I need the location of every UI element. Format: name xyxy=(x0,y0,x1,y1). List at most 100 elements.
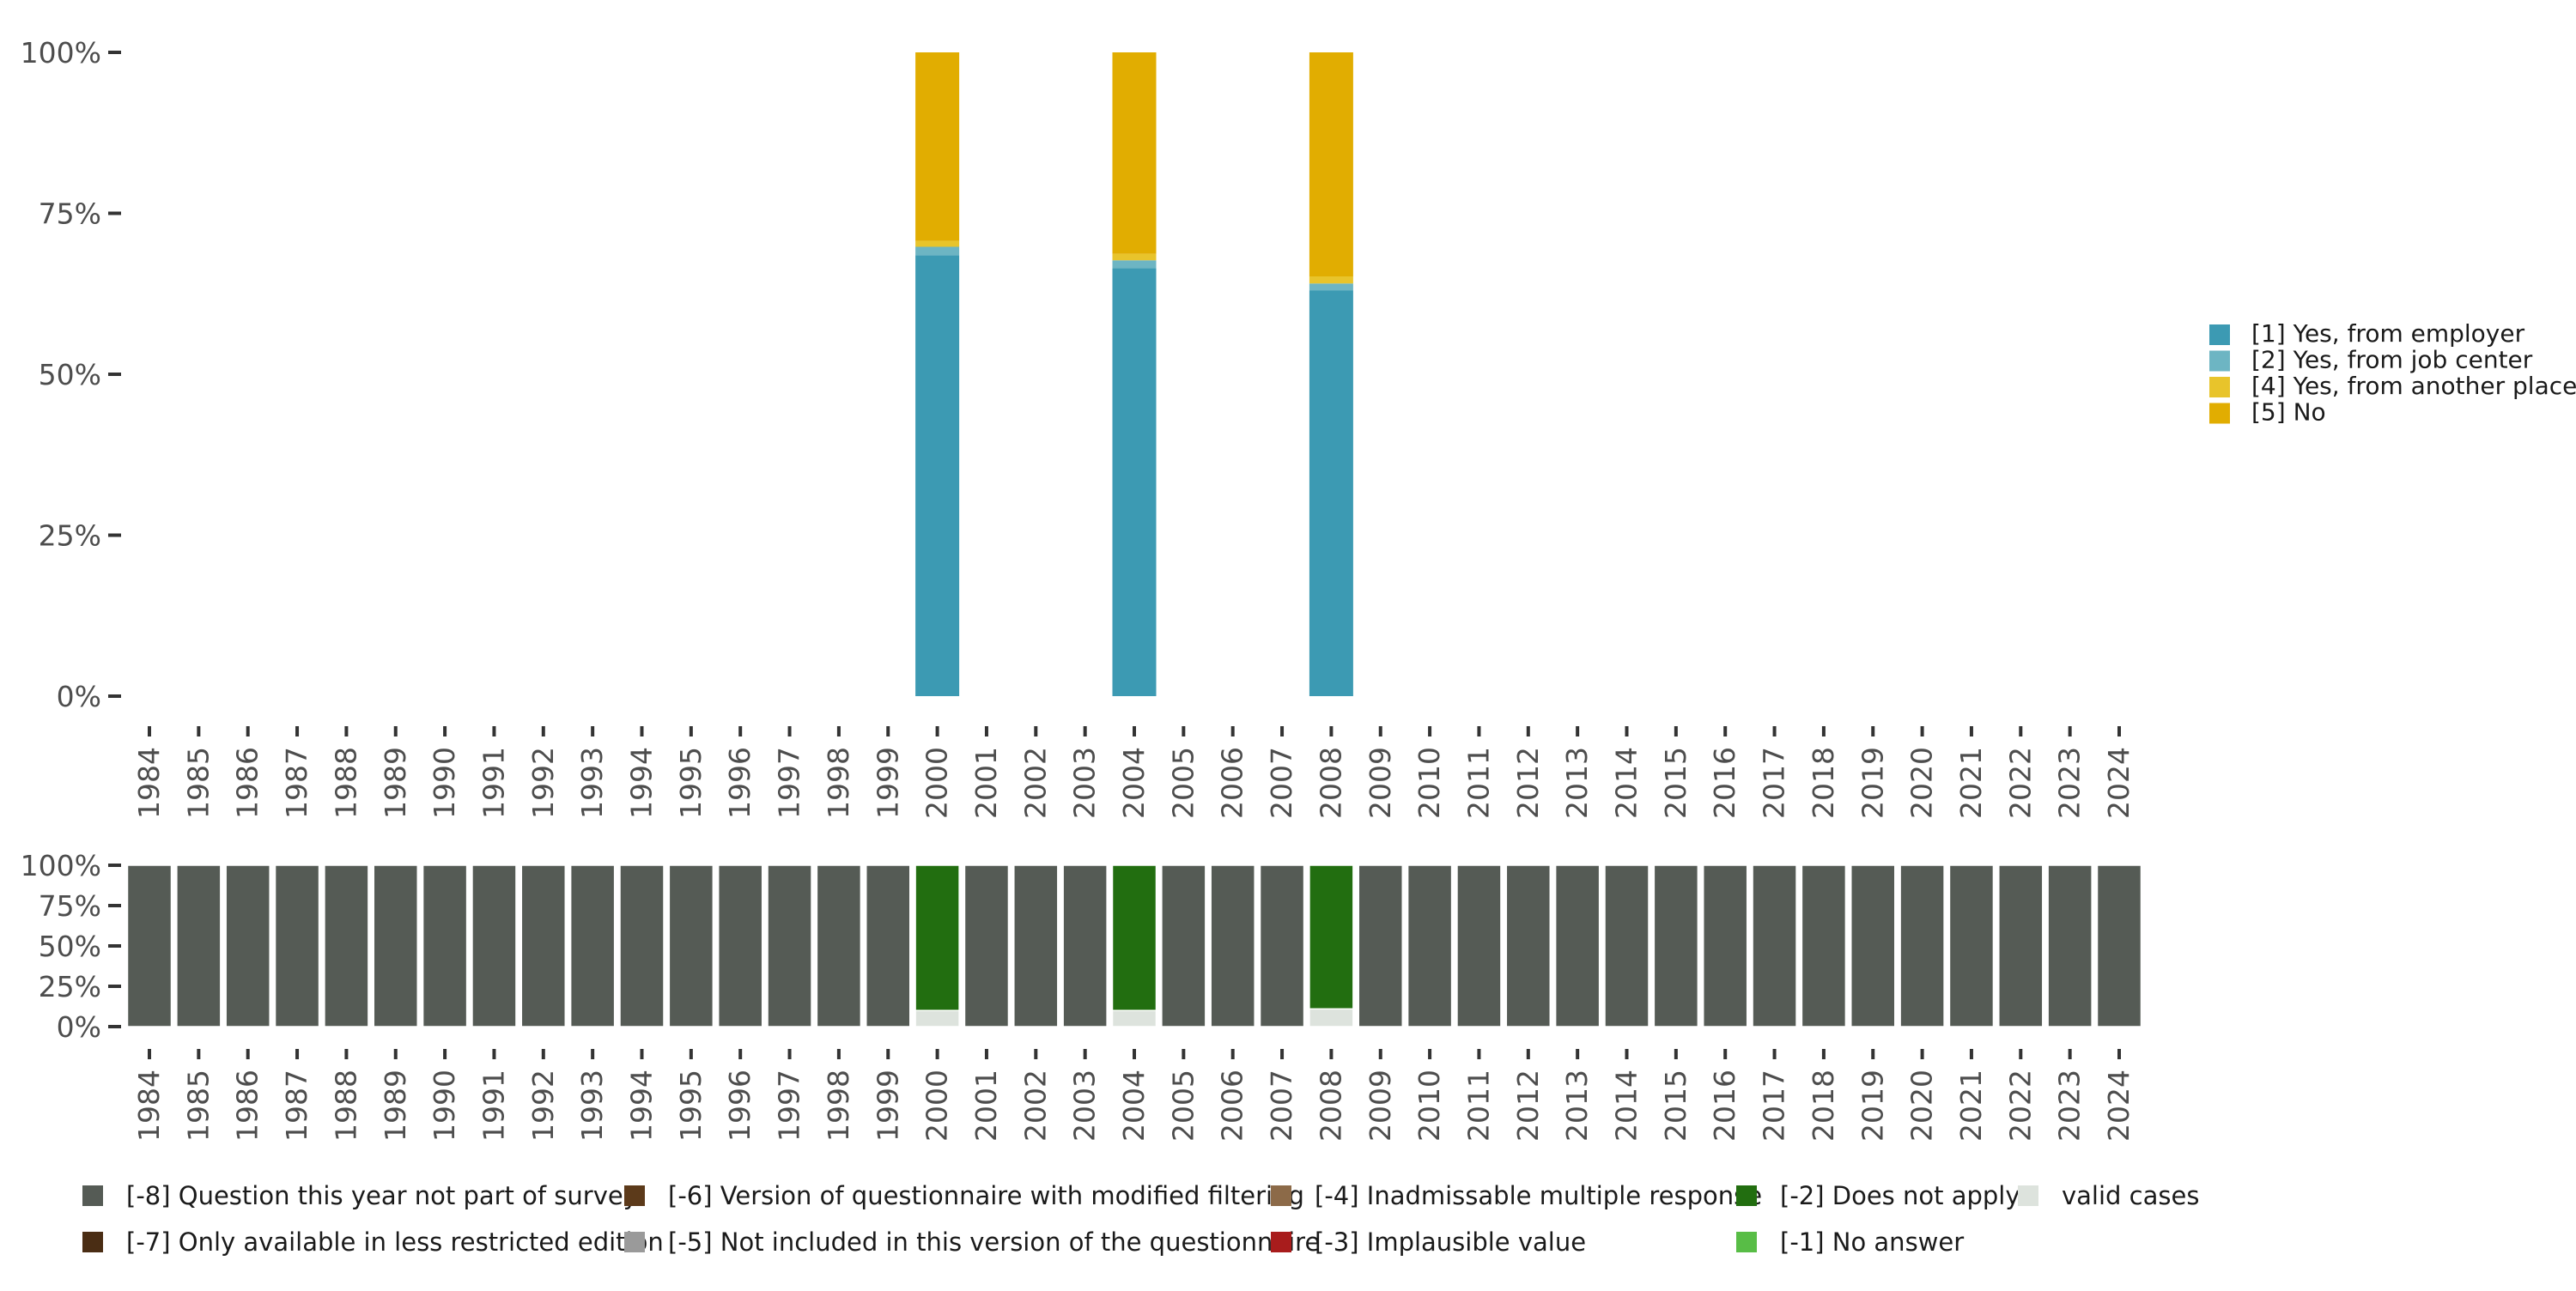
x-tick-label: 1996 xyxy=(723,1070,756,1142)
legend-swatch xyxy=(2209,377,2230,397)
x-tick-label: 2012 xyxy=(1511,1070,1545,1142)
legend-label: [-4] Inadmissable multiple response xyxy=(1315,1181,1762,1210)
x-tick-label: 2000 xyxy=(920,747,954,819)
x-tick-label: 1994 xyxy=(625,747,659,819)
legend-swatch xyxy=(1271,1185,1291,1206)
legend-label: [5] No xyxy=(2251,398,2326,427)
legend-label: [2] Yes, from job center xyxy=(2251,346,2533,374)
x-tick-label: 2012 xyxy=(1511,747,1545,819)
bar-segment xyxy=(1801,864,1847,1027)
x-axis-2: 1984 1985 1986 1987 1988 1989 1990 1991 1992 1993… xyxy=(132,1049,2136,1142)
legend-label: [1] Yes, from employer xyxy=(2251,319,2525,348)
bar-segment xyxy=(1554,864,1601,1027)
legend-swatch xyxy=(2018,1185,2038,1206)
x-tick-label: 2015 xyxy=(1659,747,1692,819)
bar-segment xyxy=(1062,864,1108,1027)
y-tick-label: 25% xyxy=(39,970,101,1003)
x-tick-label: 1988 xyxy=(329,747,362,819)
x-tick-label: 1992 xyxy=(526,1070,560,1142)
bar-segment xyxy=(1309,283,1353,291)
bar-segment xyxy=(1358,864,1403,1027)
x-tick-label: 2015 xyxy=(1659,1070,1692,1142)
x-tick-label: 1991 xyxy=(477,1070,510,1142)
x-tick-label: 2013 xyxy=(1560,1070,1594,1142)
x-tick-label: 2007 xyxy=(1265,1070,1298,1142)
legend-swatch xyxy=(82,1185,103,1206)
y-tick-label: 25% xyxy=(39,518,101,552)
bar-segment xyxy=(2047,864,2093,1027)
x-tick-label: 1995 xyxy=(674,1070,708,1142)
bar-segment xyxy=(1752,864,1797,1027)
bars-2 xyxy=(126,864,2142,1027)
legend-swatch xyxy=(1271,1232,1291,1252)
x-tick-label: 1991 xyxy=(477,747,510,819)
bar-segment xyxy=(1309,1008,1354,1027)
bar-segment xyxy=(866,864,911,1027)
y-tick-label: 75% xyxy=(39,197,101,230)
bar-segment xyxy=(1309,864,1354,1010)
bar-segment xyxy=(915,246,960,256)
bar-segment xyxy=(1111,864,1157,1011)
legend-label: [-2] Does not apply xyxy=(1780,1181,2020,1210)
x-tick-label: 2023 xyxy=(2053,747,2087,819)
x-tick-label: 2021 xyxy=(1954,1070,1988,1142)
x-tick-label: 1987 xyxy=(280,747,313,819)
x-tick-label: 2019 xyxy=(1856,747,1889,819)
x-tick-label: 1984 xyxy=(132,747,166,819)
x-tick-label: 2018 xyxy=(1807,747,1840,819)
bar-segment xyxy=(569,864,616,1027)
x-tick-label: 2024 xyxy=(2102,1070,2136,1142)
bar-segment xyxy=(1309,52,1353,276)
bar-segment xyxy=(1948,864,1995,1027)
bar-segment xyxy=(1702,864,1748,1027)
bar-segment xyxy=(1111,1009,1157,1027)
x-tick-label: 1990 xyxy=(428,747,461,819)
x-tick-label: 2004 xyxy=(1117,1070,1151,1142)
x-tick-label: 2018 xyxy=(1807,1070,1840,1142)
bar-segment xyxy=(1604,864,1649,1027)
bar-segment xyxy=(915,240,960,247)
x-tick-label: 2002 xyxy=(1018,747,1052,819)
x-tick-label: 2011 xyxy=(1461,747,1495,819)
bar-segment xyxy=(619,864,665,1027)
legend-swatch xyxy=(624,1232,645,1252)
bar-segment xyxy=(1210,864,1255,1027)
x-tick-label: 2014 xyxy=(1610,1070,1643,1142)
x-tick-label: 1997 xyxy=(773,1070,806,1142)
x-tick-label: 2014 xyxy=(1610,747,1643,819)
bar-segment xyxy=(915,52,960,241)
bar-segment xyxy=(1112,260,1157,269)
legend-label: [-5] Not included in this version of the… xyxy=(668,1227,1320,1257)
x-tick-label: 1992 xyxy=(526,747,560,819)
bar-segment xyxy=(225,864,270,1027)
bar-segment xyxy=(1456,864,1502,1027)
bar-segment xyxy=(717,864,763,1027)
bar-segment xyxy=(324,864,369,1027)
x-tick-label: 1984 xyxy=(132,1070,166,1142)
bar-segment xyxy=(274,864,320,1027)
bar-segment xyxy=(1309,290,1353,696)
x-tick-label: 2010 xyxy=(1413,747,1446,819)
y-axis-1: 0% 25% 50% 75% 100% xyxy=(21,36,121,713)
y-tick-label: 50% xyxy=(39,358,101,391)
x-tick-label: 1988 xyxy=(329,1070,362,1142)
bar-segment xyxy=(1850,864,1896,1027)
bar-segment xyxy=(520,864,567,1027)
x-tick-label: 2009 xyxy=(1364,1070,1397,1142)
x-tick-label: 1993 xyxy=(575,747,609,819)
bar-segment xyxy=(1653,864,1699,1027)
x-axis-1: 1984 1985 1986 1987 1988 1989 1990 1991 1992 1993… xyxy=(132,726,2136,819)
legend-label: [-7] Only available in less restricted e… xyxy=(126,1227,664,1257)
x-tick-label: 2002 xyxy=(1018,1070,1052,1142)
bar-segment xyxy=(668,864,714,1027)
x-tick-label: 2024 xyxy=(2102,747,2136,819)
legend-swatch xyxy=(2209,324,2230,345)
x-tick-label: 1986 xyxy=(231,1070,264,1142)
x-tick-label: 2001 xyxy=(969,1070,1003,1142)
x-tick-label: 2017 xyxy=(1758,747,1791,819)
x-tick-label: 2020 xyxy=(1905,1070,1939,1142)
x-tick-label: 1986 xyxy=(231,747,264,819)
bar-segment xyxy=(1112,268,1157,696)
legend-bottom: [-8] Question this year not part of surv… xyxy=(82,1181,2199,1257)
